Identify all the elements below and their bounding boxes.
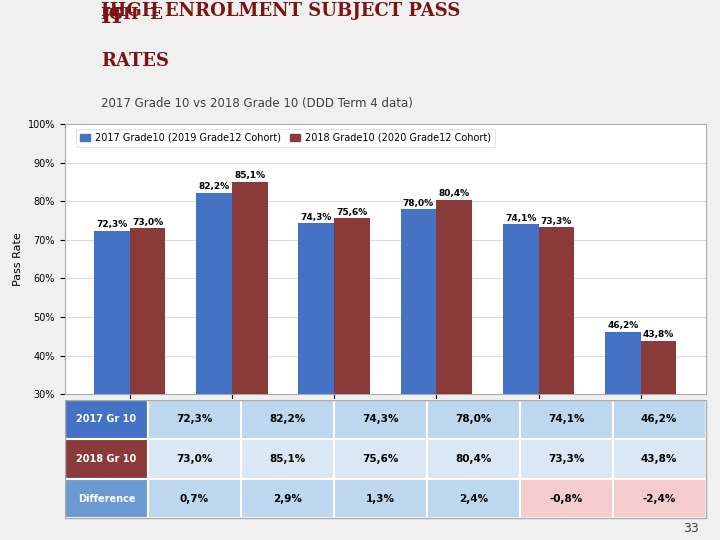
Text: 2018 Gr 10: 2018 Gr 10	[76, 454, 137, 464]
Text: H: H	[101, 6, 122, 28]
Bar	[520, 439, 613, 479]
Bar	[427, 400, 520, 439]
Text: 2017 Grade 10 vs 2018 Grade 10 (DDD Term 4 data): 2017 Grade 10 vs 2018 Grade 10 (DDD Term…	[101, 97, 413, 110]
Text: 74,1%: 74,1%	[548, 414, 585, 424]
Text: RATES: RATES	[101, 52, 168, 70]
Text: 82,2%: 82,2%	[199, 183, 230, 191]
Text: 80,4%: 80,4%	[455, 454, 492, 464]
Text: 78,0%: 78,0%	[403, 199, 434, 207]
Text: -2,4%: -2,4%	[642, 494, 676, 504]
Text: 72,3%: 72,3%	[96, 220, 127, 230]
Y-axis label: Pass Rate: Pass Rate	[14, 232, 24, 286]
Bar	[520, 479, 613, 518]
Bar	[196, 193, 232, 510]
Text: 0,7%: 0,7%	[180, 494, 209, 504]
Bar	[241, 479, 334, 518]
Text: 74,3%: 74,3%	[362, 414, 399, 424]
Text: 43,8%: 43,8%	[643, 330, 674, 340]
Text: 82,2%: 82,2%	[269, 414, 305, 424]
Text: 43,8%: 43,8%	[641, 454, 678, 464]
Bar	[148, 479, 241, 518]
Text: HIGH ENROLMENT SUBJECT PASS: HIGH ENROLMENT SUBJECT PASS	[101, 2, 460, 21]
Text: 2,4%: 2,4%	[459, 494, 488, 504]
Text: 85,1%: 85,1%	[269, 454, 305, 464]
Text: 72,3%: 72,3%	[176, 414, 212, 424]
Bar	[148, 400, 241, 439]
Text: 73,3%: 73,3%	[548, 454, 585, 464]
Bar	[148, 439, 241, 479]
Bar	[520, 400, 613, 439]
Bar	[334, 439, 427, 479]
Text: Difference: Difference	[78, 494, 135, 504]
Text: 2017 Gr 10: 2017 Gr 10	[76, 414, 137, 424]
Text: 73,0%: 73,0%	[176, 454, 212, 464]
Bar	[539, 227, 575, 510]
Bar	[65, 479, 148, 518]
Bar	[65, 439, 148, 479]
Text: 1,3%: 1,3%	[366, 494, 395, 504]
Bar	[65, 400, 148, 439]
Text: 73,0%: 73,0%	[132, 218, 163, 227]
Text: 74,3%: 74,3%	[300, 213, 332, 222]
Bar	[436, 200, 472, 510]
Bar	[94, 231, 130, 510]
Bar	[613, 400, 706, 439]
Bar	[241, 439, 334, 479]
Bar	[241, 400, 334, 439]
Text: IGH  E: IGH E	[101, 6, 163, 23]
Bar	[334, 479, 427, 518]
Text: 73,3%: 73,3%	[541, 217, 572, 226]
Text: 46,2%: 46,2%	[641, 414, 678, 424]
Bar	[334, 400, 427, 439]
Bar	[503, 224, 539, 510]
Bar	[605, 332, 641, 510]
Text: 75,6%: 75,6%	[336, 208, 368, 217]
Bar	[232, 181, 268, 510]
Text: 2,9%: 2,9%	[273, 494, 302, 504]
Text: 33: 33	[683, 522, 698, 535]
Bar	[613, 479, 706, 518]
Text: 75,6%: 75,6%	[362, 454, 399, 464]
Bar	[400, 209, 436, 510]
Bar	[641, 341, 677, 510]
Text: 85,1%: 85,1%	[234, 171, 266, 180]
Text: 78,0%: 78,0%	[455, 414, 492, 424]
Text: 80,4%: 80,4%	[438, 189, 469, 198]
Text: 46,2%: 46,2%	[607, 321, 639, 330]
Bar	[334, 218, 370, 510]
Legend: 2017 Grade10 (2019 Grade12 Cohort), 2018 Grade10 (2020 Grade12 Cohort): 2017 Grade10 (2019 Grade12 Cohort), 2018…	[76, 129, 495, 147]
Text: -0,8%: -0,8%	[549, 494, 583, 504]
Bar	[298, 224, 334, 510]
Text: 74,1%: 74,1%	[505, 213, 536, 222]
Bar	[427, 479, 520, 518]
Bar	[427, 439, 520, 479]
Bar	[130, 228, 166, 510]
Bar	[613, 439, 706, 479]
